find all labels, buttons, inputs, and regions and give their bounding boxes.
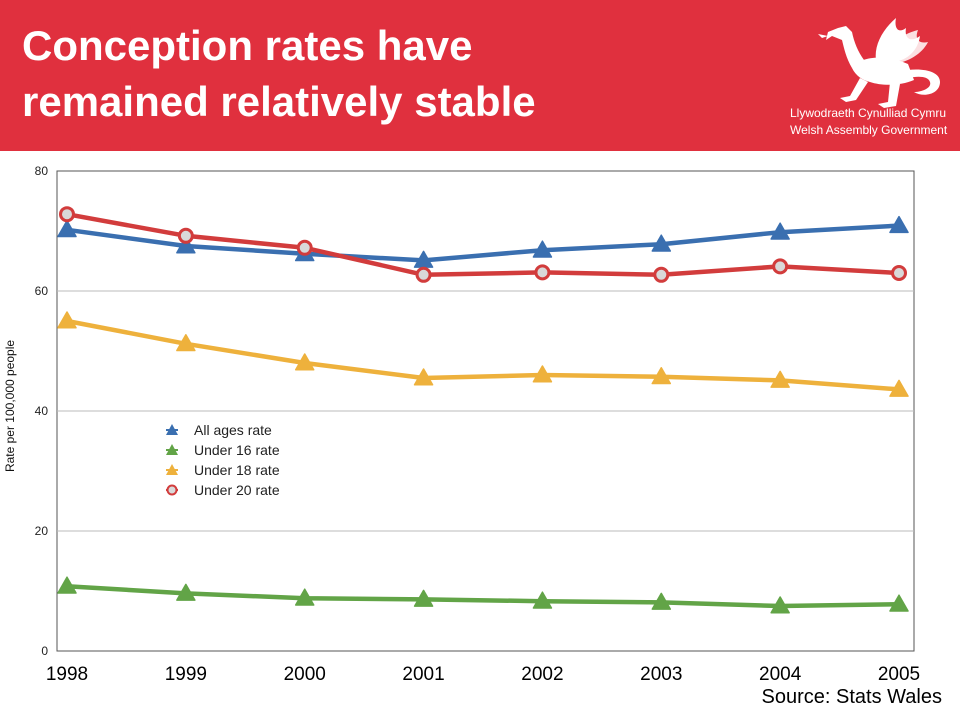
slide-title-line-2: remained relatively stable <box>22 78 536 125</box>
data-point <box>770 596 790 614</box>
title-banner: Conception rates have remained relativel… <box>0 0 960 151</box>
data-point <box>177 227 194 244</box>
series-line <box>66 211 900 278</box>
x-tick-label: 2002 <box>521 664 563 685</box>
x-tick-label: 1999 <box>165 664 207 685</box>
legend-label: Under 20 rate <box>194 482 280 498</box>
legend-marker <box>166 484 178 496</box>
data-point <box>294 353 315 371</box>
welsh-dragon-icon <box>818 18 940 108</box>
y-tick-label: 40 <box>35 404 49 418</box>
y-tick-label: 80 <box>35 164 49 178</box>
data-point <box>770 222 790 240</box>
x-tick-label: 2001 <box>402 664 444 685</box>
data-point <box>653 266 670 283</box>
data-point <box>176 334 196 352</box>
data-point <box>176 583 196 601</box>
y-tick-label: 20 <box>35 524 49 538</box>
data-point <box>651 234 672 252</box>
logo-text-english: Welsh Assembly Government <box>790 123 948 137</box>
series-line <box>66 583 900 609</box>
data-point <box>770 370 790 388</box>
x-tick-label: 1998 <box>46 664 88 685</box>
data-point <box>57 576 77 594</box>
data-point <box>415 266 432 283</box>
data-point <box>651 367 672 385</box>
data-point <box>59 206 75 223</box>
government-logo: Llywodraeth Cynulliad Cymru Welsh Assemb… <box>790 10 955 142</box>
data-point <box>294 588 315 606</box>
data-point <box>176 236 196 254</box>
x-tick-label: 2004 <box>759 664 802 685</box>
legend-marker <box>166 464 178 475</box>
y-tick-label: 60 <box>35 284 49 298</box>
data-point <box>532 591 553 609</box>
data-point <box>534 264 551 281</box>
data-point <box>532 240 553 258</box>
legend-label: Under 16 rate <box>194 442 280 458</box>
legend-label: All ages rate <box>194 422 272 438</box>
y-tick-label: 0 <box>41 644 48 658</box>
x-tick-label: 2005 <box>878 664 920 685</box>
data-point <box>57 220 77 238</box>
logo-text-welsh: Llywodraeth Cynulliad Cymru <box>790 106 947 120</box>
data-point <box>413 368 434 386</box>
data-point <box>891 265 907 281</box>
data-point <box>889 594 909 612</box>
series-line <box>66 223 900 263</box>
data-point <box>532 365 553 383</box>
legend-marker <box>166 444 178 455</box>
data-point <box>651 592 672 610</box>
legend-label: Under 18 rate <box>194 462 280 478</box>
source-note: Source: Stats Wales <box>761 686 942 708</box>
x-tick-label: 2000 <box>284 664 326 685</box>
data-point <box>889 379 909 397</box>
data-point <box>772 258 789 275</box>
legend-marker <box>166 424 178 435</box>
y-axis-label: Rate per 100,000 people <box>3 339 17 473</box>
data-point <box>889 215 909 234</box>
data-point <box>296 239 313 256</box>
slide-title: Conception rates have remained relativel… <box>22 18 536 130</box>
data-point <box>57 311 77 329</box>
conception-rates-line-chart: 0 20 40 60 80 1998 1999 2000 2001 2002 2003 2004 200… <box>35 164 921 685</box>
x-tick-label: 2003 <box>640 664 682 685</box>
data-point <box>413 589 434 607</box>
series-line <box>66 318 900 392</box>
slide-title-line-1: Conception rates have <box>22 22 473 69</box>
